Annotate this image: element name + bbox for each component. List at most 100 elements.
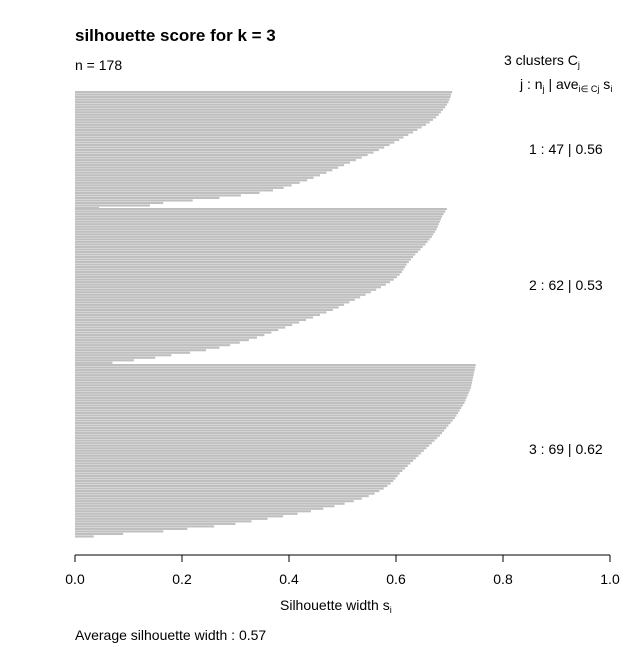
x-axis-label: Silhouette width si	[280, 597, 392, 615]
silhouette-bar	[75, 245, 423, 248]
silhouette-bar	[75, 344, 231, 347]
silhouette-bar	[75, 311, 327, 314]
silhouette-bar	[75, 199, 193, 202]
silhouette-bar	[75, 301, 350, 304]
silhouette-bar	[75, 154, 368, 157]
silhouette-bar	[75, 260, 409, 264]
silhouette-bar	[75, 171, 327, 174]
silhouette-bar	[75, 286, 382, 289]
silhouette-bar	[75, 136, 404, 139]
legend-header-s: s	[599, 76, 611, 92]
silhouette-bar	[75, 276, 398, 279]
silhouette-bar	[75, 191, 260, 194]
silhouette-bar	[75, 364, 476, 367]
silhouette-bar	[75, 522, 236, 525]
silhouette-bar	[75, 271, 402, 274]
x-tick-label: 1.0	[600, 571, 620, 587]
silhouette-bar	[75, 138, 400, 142]
silhouette-bar	[75, 452, 422, 455]
silhouette-bar	[75, 148, 379, 152]
silhouette-bar	[75, 439, 435, 442]
silhouette-bar	[75, 273, 400, 276]
silhouette-bar	[75, 166, 339, 169]
silhouette-bar	[75, 303, 345, 306]
silhouette-bar	[75, 507, 324, 510]
silhouette-bar	[75, 291, 371, 294]
x-tick-label: 0.0	[65, 571, 85, 587]
silhouette-bar	[75, 389, 470, 392]
silhouette-bar	[75, 93, 452, 96]
silhouette-bar	[75, 174, 321, 177]
silhouette-bar	[75, 376, 474, 379]
silhouette-bar	[75, 502, 345, 505]
silhouette-bar	[75, 404, 463, 407]
silhouette-bar	[75, 490, 380, 493]
silhouette-bar	[75, 374, 474, 377]
silhouette-bar	[75, 351, 191, 354]
silhouette-bar	[75, 354, 172, 357]
silhouette-bar	[75, 288, 377, 291]
silhouette-bar	[75, 356, 156, 359]
silhouette-bar	[75, 181, 300, 184]
silhouette-bar	[75, 118, 433, 121]
silhouette-bar	[75, 248, 421, 251]
silhouette-bar	[75, 194, 241, 197]
silhouette-bar	[75, 391, 469, 394]
legend-header-clusters: 3 clusters Cj	[504, 52, 580, 70]
silhouette-bar	[75, 361, 113, 364]
silhouette-bar	[75, 176, 314, 179]
silhouette-bar	[75, 201, 164, 205]
legend-header-j: j : n	[520, 76, 543, 92]
silhouette-bar	[75, 204, 150, 207]
silhouette-bar	[75, 220, 440, 223]
silhouette-bar	[75, 265, 406, 269]
silhouette-bar	[75, 414, 457, 417]
silhouette-bar	[75, 308, 333, 311]
silhouette-bar	[75, 128, 418, 131]
silhouette-bar	[75, 250, 418, 254]
silhouette-bar	[75, 159, 356, 162]
silhouette-bar	[75, 457, 416, 460]
x-axis-label-sub: i	[389, 605, 392, 615]
silhouette-bar	[75, 432, 443, 435]
silhouette-bar	[75, 151, 374, 154]
silhouette-bar	[75, 459, 414, 462]
silhouette-bar	[75, 146, 385, 149]
x-axis: 0.0 0.2 0.4 0.6 0.8 1.0	[65, 554, 620, 587]
silhouette-bar	[75, 464, 408, 467]
silhouette-bar	[75, 530, 164, 533]
silhouette-bar	[75, 255, 414, 259]
silhouette-bar	[75, 169, 333, 172]
silhouette-bar	[75, 525, 215, 528]
silhouette-bar	[75, 143, 390, 147]
silhouette-bar	[75, 281, 391, 284]
silhouette-bar	[75, 238, 430, 241]
silhouette-bar	[75, 437, 438, 440]
silhouette-bar	[75, 179, 308, 182]
silhouette-bar	[75, 208, 447, 211]
cluster-label: 3 : 69 | 0.62	[529, 441, 603, 457]
silhouette-bar	[75, 454, 419, 457]
silhouette-bar	[75, 111, 441, 114]
silhouette-bar	[75, 467, 406, 470]
chart-title: silhouette score for k = 3	[75, 26, 276, 45]
silhouette-bar	[75, 334, 265, 337]
silhouette-bar	[75, 318, 307, 322]
legend-header-clusters-sub: j	[577, 60, 580, 70]
silhouette-bar	[75, 323, 293, 327]
silhouette-bar	[75, 416, 455, 420]
silhouette-bar	[75, 123, 426, 126]
silhouette-bar	[75, 91, 453, 94]
x-tick-label: 0.2	[172, 571, 192, 587]
silhouette-bar	[75, 328, 279, 332]
silhouette-bar	[75, 472, 400, 475]
silhouette-bar	[75, 215, 443, 218]
silhouette-bar	[75, 283, 386, 286]
silhouette-bar	[75, 243, 426, 246]
silhouette-bar	[75, 477, 396, 480]
silhouette-bar	[75, 381, 472, 384]
silhouette-bar	[75, 228, 437, 231]
silhouette-bar	[75, 223, 439, 226]
legend-header-ave-sub: i∈ Cj	[578, 84, 600, 94]
